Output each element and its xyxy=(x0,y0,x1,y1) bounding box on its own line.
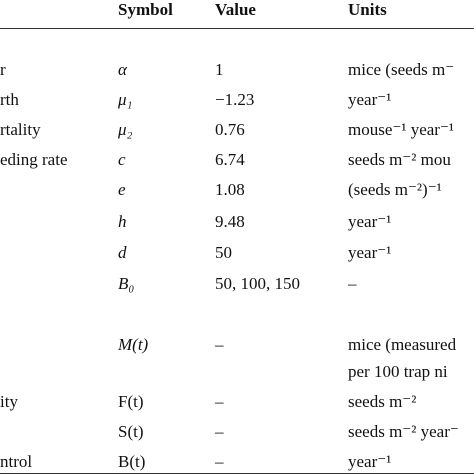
row-label: r xyxy=(0,60,6,79)
header-rule xyxy=(0,28,474,29)
column-header: Units xyxy=(348,0,387,19)
symbol: M(t) xyxy=(118,335,149,354)
value: 9.48 xyxy=(215,212,245,231)
units: mice (seeds m⁻ xyxy=(348,60,455,79)
value: – xyxy=(215,422,224,441)
units: seeds m⁻² year⁻ xyxy=(348,422,459,441)
symbol: μ₂ xyxy=(118,120,133,139)
value: – xyxy=(215,335,224,354)
symbol: α xyxy=(118,60,127,79)
units: year⁻¹ xyxy=(348,212,392,231)
units: per 100 trap ni xyxy=(348,362,448,381)
symbol: h xyxy=(118,212,127,231)
row-label: rth xyxy=(0,90,19,109)
units: year⁻¹ xyxy=(348,90,392,109)
column-header: Symbol xyxy=(118,0,173,19)
units: (seeds m⁻²)⁻¹ xyxy=(348,180,442,199)
units: mice (measured xyxy=(348,335,457,354)
units: year⁻¹ xyxy=(348,243,392,262)
value: 1 xyxy=(215,60,224,79)
units: seeds m⁻² xyxy=(348,392,417,411)
value: −1.23 xyxy=(215,90,255,109)
symbol: c xyxy=(118,150,126,169)
row-label: eding rate xyxy=(0,150,68,169)
value: 50, 100, 150 xyxy=(215,274,300,293)
row-label: ity xyxy=(0,392,18,411)
symbol: e xyxy=(118,180,126,199)
column-header: Value xyxy=(215,0,256,19)
symbol: S(t) xyxy=(118,422,144,441)
row-label: rtality xyxy=(0,120,41,139)
units: seeds m⁻² mou xyxy=(348,150,451,169)
value: 0.76 xyxy=(215,120,245,139)
units: – xyxy=(348,274,357,293)
symbol: μ₁ xyxy=(118,90,133,109)
value: 50 xyxy=(215,243,232,262)
units: year⁻¹ xyxy=(348,452,392,471)
value: – xyxy=(215,452,224,471)
symbol: B(t) xyxy=(118,452,146,471)
symbol: B₀ xyxy=(118,274,135,293)
units: mouse⁻¹ year⁻¹ xyxy=(348,120,455,139)
symbol: F(t) xyxy=(118,392,144,411)
value: 6.74 xyxy=(215,150,245,169)
value: 1.08 xyxy=(215,180,245,199)
value: – xyxy=(215,392,224,411)
row-label: ntrol xyxy=(0,452,33,471)
symbol: d xyxy=(118,243,127,262)
